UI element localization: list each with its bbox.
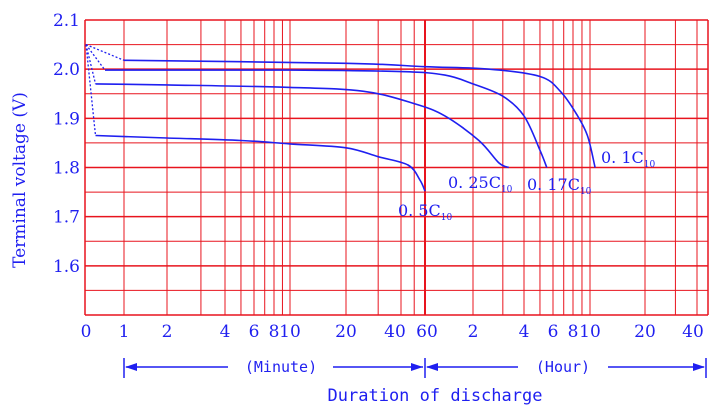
x-tick-label: 60 (416, 322, 438, 342)
y-axis-label: Terminal voltage (V) (10, 92, 30, 268)
x-tick-label: 20 (335, 322, 357, 342)
x-tick-label: 6 (249, 322, 260, 342)
series-label: 0. 1C10 (601, 148, 656, 170)
x-tick-label: 2 (162, 322, 173, 342)
y-tick-label: 2.0 (53, 60, 80, 80)
chart-grid (84, 19, 709, 316)
x-tick-label: 8 (269, 322, 280, 342)
unit-bracket (123, 358, 707, 378)
minute-unit-label: (Minute) (245, 358, 317, 376)
discharge-curve (95, 83, 510, 169)
x-tick-label: 4 (220, 322, 231, 342)
x-axis-label: Duration of discharge (328, 386, 543, 406)
y-tick-label: 1.6 (53, 257, 80, 277)
y-tick-label: 1.7 (53, 208, 80, 228)
discharge-curve (104, 69, 548, 168)
x-tick-label: 10 (579, 322, 601, 342)
discharge-curve (123, 59, 596, 168)
x-tick-label: 8 (568, 322, 579, 342)
series-label: 0. 17C10 (527, 175, 592, 197)
x-tick-label: 10 (279, 322, 301, 342)
y-tick-label: 1.9 (53, 109, 80, 129)
x-tick-label: 40 (682, 322, 704, 342)
y-tick-label: 2.1 (53, 11, 80, 31)
series-labels: 0. 5C10 0. 25C10 0. 17C10 0. 1C10 (398, 148, 656, 223)
y-tick-label: 1.8 (53, 159, 80, 179)
hour-unit-label: (Hour) (536, 358, 590, 376)
x-tick-label: 4 (519, 322, 530, 342)
x-tick-label: 20 (634, 322, 656, 342)
y-axis-ticks: 2.1 2.0 1.9 1.8 1.7 1.6 (53, 11, 80, 277)
discharge-curve (95, 134, 426, 192)
x-tick-label: 1 (119, 322, 130, 342)
x-tick-label: 2 (468, 322, 479, 342)
x-tick-label: 0 (81, 322, 92, 342)
curve-initial-segment (85, 44, 106, 71)
series-label: 0. 25C10 (448, 173, 513, 195)
x-tick-label: 6 (548, 322, 559, 342)
curve-initial-segment (85, 44, 97, 136)
series-label: 0. 5C10 (398, 201, 453, 223)
curve-initial-segment (85, 43, 125, 61)
curve-initial-segment (85, 44, 97, 85)
x-axis-ticks: 0 1 2 4 6 8 10 20 40 60 2 4 6 8 10 20 40 (81, 322, 704, 342)
discharge-curves (85, 43, 596, 192)
x-tick-label: 40 (384, 322, 406, 342)
